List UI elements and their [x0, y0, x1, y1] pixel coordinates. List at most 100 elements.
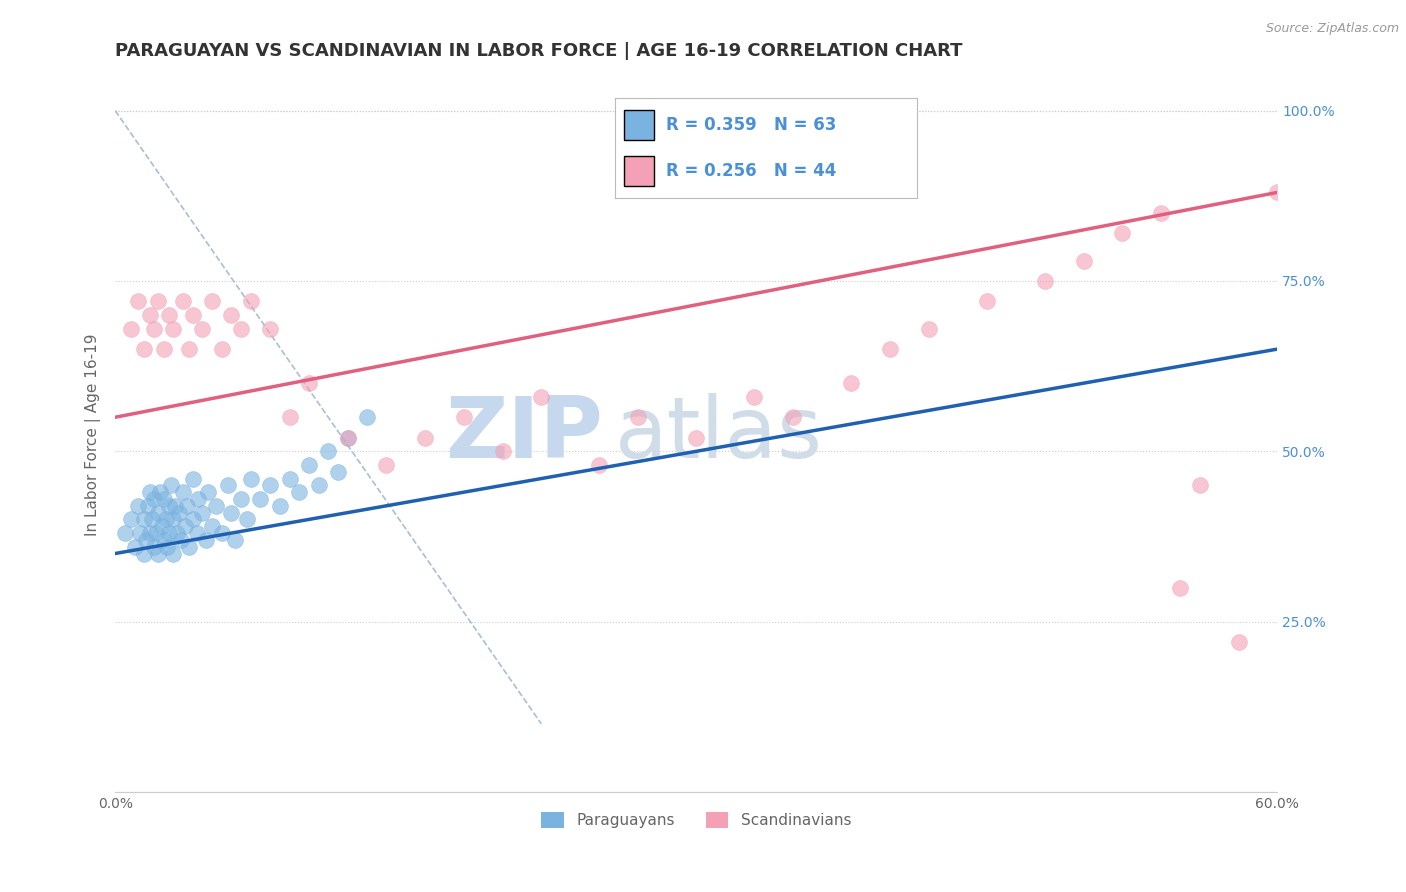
Point [278, 472, 301, 486]
Point [1265, 186, 1288, 200]
Point [141, 512, 163, 526]
Point [839, 376, 862, 391]
Point [259, 478, 281, 492]
Point [135, 533, 157, 547]
Point [172, 294, 194, 309]
Point [269, 499, 291, 513]
Point [453, 410, 475, 425]
Point [491, 444, 513, 458]
Point [157, 308, 180, 322]
Legend: Paraguayans, Scandinavians: Paraguayans, Scandinavians [536, 806, 858, 834]
Point [239, 472, 262, 486]
Point [336, 431, 359, 445]
Point [375, 458, 398, 472]
Point [127, 294, 149, 309]
Point [162, 321, 184, 335]
Point [221, 308, 243, 322]
Point [160, 478, 183, 492]
Point [139, 485, 162, 500]
Point [157, 526, 180, 541]
Point [249, 491, 271, 506]
Point [165, 499, 187, 513]
Point [114, 526, 136, 541]
Point [181, 512, 204, 526]
Point [221, 506, 243, 520]
Point [224, 533, 246, 547]
Point [530, 390, 553, 404]
Text: ZIP: ZIP [446, 392, 603, 475]
Point [181, 308, 204, 322]
Point [146, 547, 169, 561]
Point [298, 458, 321, 472]
Point [162, 547, 184, 561]
Point [162, 512, 184, 526]
Point [157, 499, 180, 513]
Point [127, 499, 149, 513]
Point [976, 294, 998, 309]
Point [134, 342, 156, 356]
Point [1111, 227, 1133, 241]
Point [685, 431, 707, 445]
Point [152, 533, 174, 547]
Point [217, 478, 239, 492]
Point [174, 519, 197, 533]
Point [211, 526, 233, 541]
Text: Source: ZipAtlas.com: Source: ZipAtlas.com [1265, 22, 1399, 36]
Point [146, 506, 169, 520]
Point [288, 485, 311, 500]
Point [356, 410, 378, 425]
Point [236, 512, 259, 526]
Point [170, 533, 193, 547]
Point [177, 342, 200, 356]
Point [1073, 253, 1095, 268]
Point [336, 431, 359, 445]
Point [201, 519, 224, 533]
Point [239, 294, 262, 309]
Point [136, 499, 159, 513]
Point [149, 485, 172, 500]
Point [191, 321, 214, 335]
Point [155, 512, 177, 526]
Y-axis label: In Labor Force | Age 16-19: In Labor Force | Age 16-19 [86, 333, 101, 535]
Point [326, 465, 349, 479]
Point [278, 410, 301, 425]
Point [298, 376, 321, 391]
Point [229, 491, 252, 506]
Point [181, 472, 204, 486]
Point [152, 342, 174, 356]
Point [177, 540, 200, 554]
Point [142, 540, 165, 554]
Point [146, 294, 169, 309]
Point [744, 390, 766, 404]
Point [197, 485, 219, 500]
Point [259, 321, 281, 335]
Point [1033, 274, 1056, 288]
Point [627, 410, 650, 425]
Point [139, 308, 162, 322]
Text: PARAGUAYAN VS SCANDINAVIAN IN LABOR FORCE | AGE 16-19 CORRELATION CHART: PARAGUAYAN VS SCANDINAVIAN IN LABOR FORC… [115, 42, 963, 60]
Point [917, 321, 939, 335]
Point [134, 547, 156, 561]
Point [1188, 478, 1211, 492]
Point [308, 478, 330, 492]
Point [201, 294, 224, 309]
Point [134, 512, 156, 526]
Point [316, 444, 339, 458]
Point [152, 491, 174, 506]
Point [129, 526, 152, 541]
Point [150, 519, 173, 533]
Point [145, 526, 167, 541]
Point [879, 342, 901, 356]
Point [142, 491, 165, 506]
Point [139, 526, 162, 541]
Point [172, 485, 194, 500]
Point [176, 499, 198, 513]
Point [195, 533, 218, 547]
Point [782, 410, 804, 425]
Point [187, 491, 209, 506]
Point [1150, 206, 1173, 220]
Point [120, 512, 142, 526]
Point [205, 499, 228, 513]
Point [142, 321, 165, 335]
Point [211, 342, 233, 356]
